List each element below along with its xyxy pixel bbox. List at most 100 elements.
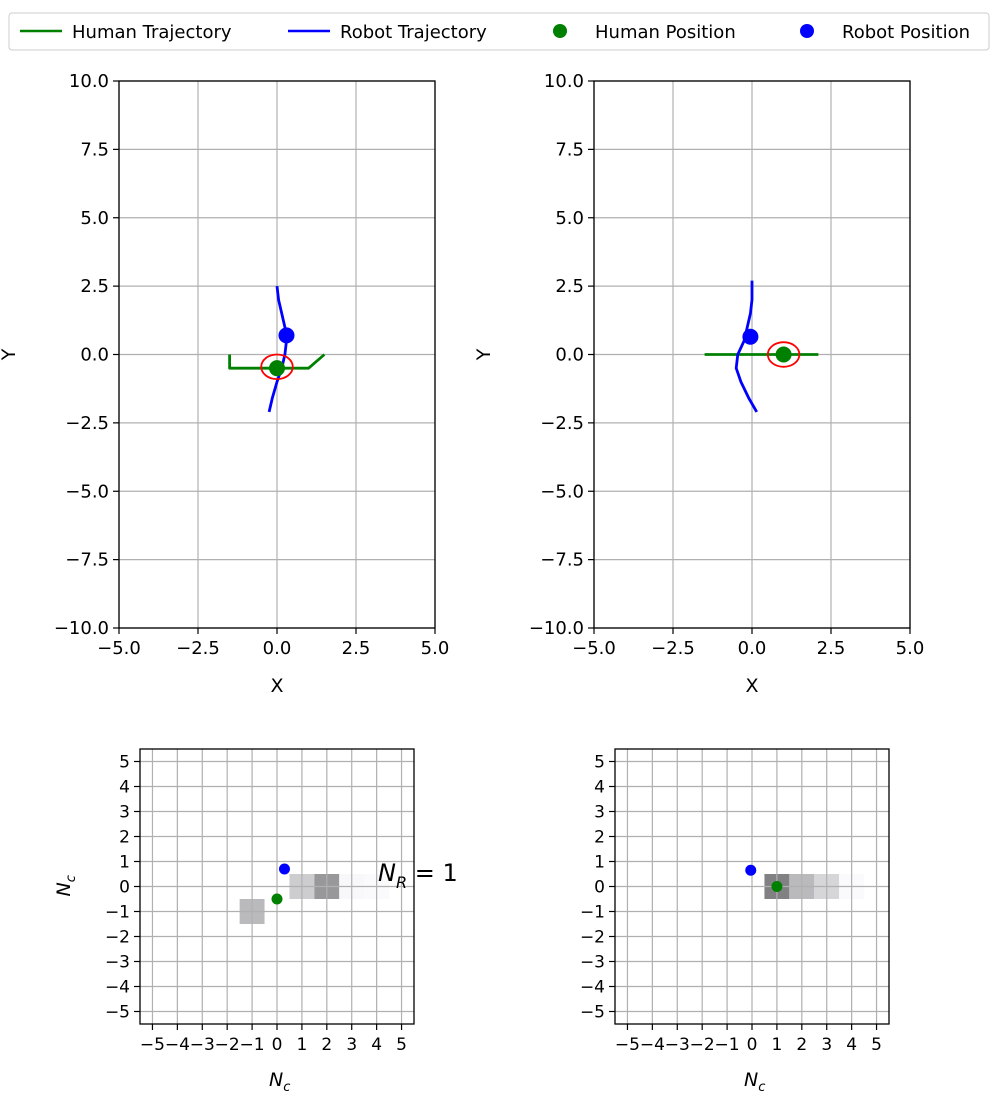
y-tick-label: 5.0 [555,208,584,229]
legend: Human Trajectory Robot Trajectory Human … [8,12,990,51]
x-tick-label: −2.5 [651,638,695,659]
y-tick-label: 2.5 [555,276,584,297]
legend-robot-position-marker [800,24,814,38]
y-axis-label: Y [473,348,495,361]
y-tick-label: 3 [119,803,130,823]
x-tick-label: −1 [240,1035,265,1055]
robot-traj-line [734,280,758,413]
plot-frame [118,80,436,629]
y-tick-label: 3 [594,803,605,823]
x-tick-label: 2.5 [817,638,846,659]
x-tick-label: 3 [346,1035,357,1055]
y-axis-label: Nc [53,875,79,896]
x-tick-label: 3 [821,1035,832,1055]
y-tick-label: 5 [594,753,605,773]
robot-pos-marker [278,863,290,875]
y-tick-label: 7.5 [555,139,584,160]
x-tick-label: −3 [190,1035,215,1055]
robot-pos-marker [742,328,759,345]
y-axis-label: Y [0,348,20,361]
x-tick-label: 0.0 [738,638,767,659]
x-axis-label: Nc [269,1069,290,1095]
plot-frame [139,748,415,1025]
legend-robot-trajectory-label: Robot Trajectory [340,22,487,43]
y-tick-label: 2 [119,828,130,848]
human-pos-marker [771,881,783,892]
y-tick-label: −1 [105,903,130,923]
y-tick-label: −7.5 [540,550,584,571]
robot-pos-marker [278,327,295,344]
x-tick-label: 2 [321,1035,332,1055]
x-tick-label: −4 [165,1035,190,1055]
y-tick-label: 1 [594,853,605,873]
y-tick-label: 0.0 [555,345,584,366]
x-tick-label: −1 [715,1035,740,1055]
y-tick-label: −5 [580,1003,605,1023]
x-axis-label: X [270,675,283,697]
x-tick-label: 1 [771,1035,782,1055]
x-tick-label: 4 [846,1035,857,1055]
x-tick-label: −5 [615,1035,640,1055]
y-tick-label: 2 [594,828,605,848]
y-tick-label: −5 [105,1003,130,1023]
y-tick-label: 2.5 [80,276,109,297]
x-axis-label: X [745,675,758,697]
legend-human-position-label: Human Position [595,22,736,43]
nr-annotation-base: N [378,859,396,887]
y-tick-label: 0 [594,878,605,898]
x-tick-label: −5.0 [97,638,141,659]
x-tick-label: 2 [796,1035,807,1055]
human-pos-marker [775,346,792,363]
y-tick-label: 0 [119,878,130,898]
legend-human-position-marker [553,24,567,38]
x-tick-label: −3 [665,1035,690,1055]
y-tick-label: 5.0 [80,208,109,229]
x-tick-label: 5 [396,1035,407,1055]
x-tick-label: −5 [140,1035,165,1055]
nr-annotation-suffix: = 1 [407,859,458,887]
y-tick-label: −2 [580,928,605,948]
x-tick-label: 0 [747,1035,758,1055]
y-tick-label: −10.0 [529,618,584,639]
y-tick-label: 7.5 [80,139,109,160]
y-tick-label: −3 [105,953,130,973]
y-tick-label: 0.0 [80,345,109,366]
x-tick-label: 2.5 [342,638,371,659]
human-pos-marker [271,893,283,905]
y-tick-label: −5.0 [540,481,584,502]
chart-top-left: −5.0 −2.5 0.0 2.5 5.0 −10.0 −7.5 −5.0 −2.5 0.0 2.5… [0,71,449,697]
y-tick-label: −1 [580,903,605,923]
y-tick-label: −5.0 [65,481,109,502]
nr-annotation-sub: R [396,873,407,892]
x-tick-label: 5.0 [421,638,450,659]
legend-robot-position-label: Robot Position [842,22,970,43]
nr-annotation: NR = 1 [378,859,458,892]
robot-traj-line [267,285,288,413]
x-tick-label: −4 [640,1035,665,1055]
human-uncertainty-ellipse [766,341,801,368]
x-tick-label: −2 [690,1035,715,1055]
y-tick-label: 5 [119,753,130,773]
x-tick-label: 1 [296,1035,307,1055]
y-tick-label: 4 [119,778,130,798]
x-tick-label: 0.0 [263,638,292,659]
x-tick-label: 4 [371,1035,382,1055]
x-tick-label: −5.0 [572,638,616,659]
y-tick-label: −7.5 [65,550,109,571]
y-tick-label: 10.0 [544,71,584,92]
y-tick-label: −10.0 [54,618,109,639]
y-tick-label: 10.0 [69,71,109,92]
human-pos-marker [269,360,285,377]
x-tick-label: 5 [871,1035,882,1055]
y-tick-label: −4 [105,978,130,998]
legend-human-trajectory-label: Human Trajectory [72,22,232,43]
y-tick-label: −4 [580,978,605,998]
x-axis-label: Nc [744,1069,765,1095]
plot-frame [614,748,890,1025]
x-tick-label: 0 [272,1035,283,1055]
y-tick-label: 4 [594,778,605,798]
y-tick-label: −2.5 [540,413,584,434]
